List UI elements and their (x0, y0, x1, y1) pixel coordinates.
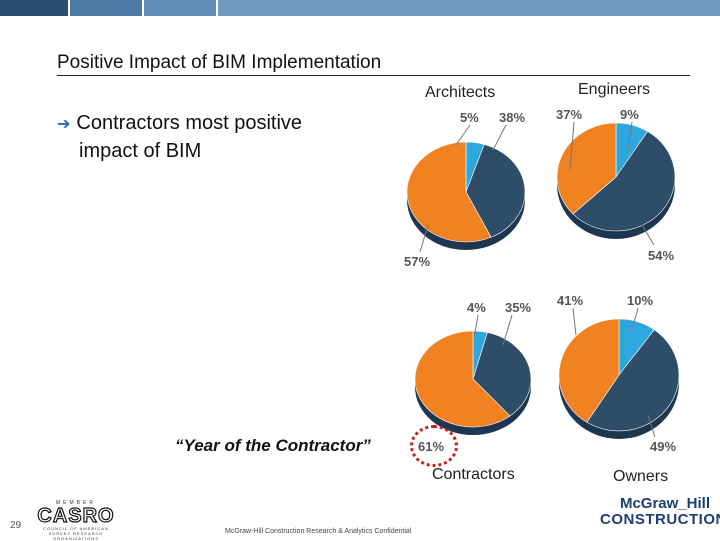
pie-slice-orange (406, 141, 492, 243)
chart-title-architects: Architects (425, 84, 496, 101)
label-architects-light: 5% (460, 110, 479, 125)
label-architects-orange: 57% (404, 254, 430, 269)
leader-line (455, 124, 471, 146)
chart-title-engineers: Engineers (578, 81, 651, 98)
top-bar-segment (0, 0, 68, 16)
label-owners-dark: 49% (650, 439, 676, 454)
pie-slice-orange (414, 330, 511, 428)
bullet-text-line1: Contractors most positive (76, 112, 303, 134)
leader-line (569, 121, 575, 171)
logo-line2: CONSTRUCTION (600, 511, 720, 528)
logo-line1: McGraw_Hill (619, 495, 710, 512)
leader-line (647, 414, 656, 438)
title-underline (57, 75, 690, 76)
leader-line (502, 314, 513, 346)
bullet-text-line2: impact of BIM (79, 140, 202, 162)
pie-slice-dark (586, 329, 680, 432)
leader-line (631, 307, 639, 331)
top-bar-segment (70, 0, 142, 16)
leader-line (492, 124, 507, 151)
arrow-bullet-icon: ➔ (57, 116, 71, 133)
label-contractors-dark: 35% (505, 300, 531, 315)
pie-engineers (556, 122, 676, 239)
casro-logo: MEMBER CASRO COUNCIL OF AMERICAN SURVEY … (32, 500, 120, 541)
casro-subtitle: COUNCIL OF AMERICAN SURVEY RESEARCH ORGA… (43, 526, 109, 541)
leader-line (419, 224, 429, 253)
highlight-circle (410, 425, 458, 467)
pie-owners (558, 318, 680, 439)
label-owners-orange: 41% (557, 293, 583, 308)
top-bar-segment (144, 0, 216, 16)
page-number: 29 (10, 520, 22, 531)
pie-slice-dark (472, 332, 532, 417)
leader-line (627, 121, 633, 151)
leader-line (572, 307, 577, 336)
top-color-bar (0, 0, 720, 16)
label-engineers-dark: 54% (648, 248, 674, 263)
bullet-point: ➔ Contractors most positive impact of BIM (57, 110, 302, 164)
pie-slice-orange (558, 318, 620, 423)
casro-wordmark: CASRO (37, 505, 115, 527)
slide-title: Positive Impact of BIM Implementation (57, 52, 382, 73)
mcgraw-hill-logo: McGraw_Hill CONSTRUCTION (600, 495, 720, 528)
pie-slice-dark (465, 144, 526, 238)
top-bar-segment (218, 0, 720, 16)
label-engineers-orange: 37% (556, 107, 582, 122)
label-contractors-light: 4% (467, 300, 486, 315)
pie-contractors (414, 330, 532, 435)
leader-line (473, 314, 479, 339)
callout-text: “Year of the Contractor” (175, 436, 371, 455)
label-engineers-light: 9% (620, 107, 639, 122)
casro-member-text: MEMBER (56, 500, 96, 506)
leader-line (641, 224, 655, 246)
footer-confidential: McGraw-Hill Construction Research & Anal… (225, 528, 412, 535)
chart-title-owners: Owners (613, 468, 669, 485)
pie-slice-dark (572, 131, 676, 232)
chart-title-contractors: Contractors (432, 466, 515, 483)
label-architects-dark: 38% (499, 110, 525, 125)
label-owners-light: 10% (627, 293, 653, 308)
pie-architects (406, 141, 526, 250)
